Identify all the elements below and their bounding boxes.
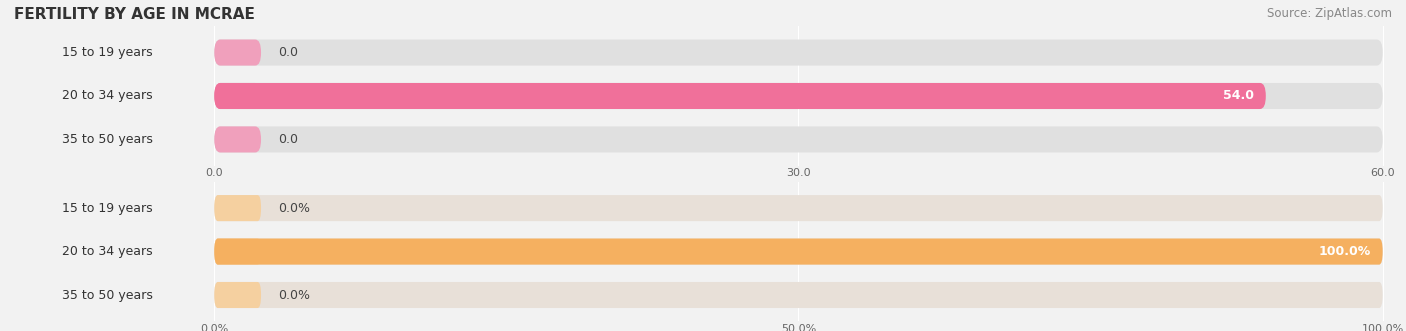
FancyBboxPatch shape [214,39,262,66]
FancyBboxPatch shape [214,195,262,221]
Text: 0.0%: 0.0% [278,202,311,214]
Text: 0.0%: 0.0% [278,289,311,302]
FancyBboxPatch shape [214,83,1382,109]
FancyBboxPatch shape [214,195,1382,221]
FancyBboxPatch shape [214,126,1382,153]
FancyBboxPatch shape [214,282,1382,308]
FancyBboxPatch shape [214,239,1382,264]
Text: 0.0: 0.0 [278,133,298,146]
FancyBboxPatch shape [214,239,1382,264]
Text: 100.0%: 100.0% [1319,245,1371,258]
FancyBboxPatch shape [214,83,262,109]
Text: 20 to 34 years: 20 to 34 years [62,89,152,103]
FancyBboxPatch shape [214,83,1265,109]
FancyBboxPatch shape [214,39,1382,66]
Text: 20 to 34 years: 20 to 34 years [62,245,152,258]
Text: 54.0: 54.0 [1223,89,1254,103]
Text: 15 to 19 years: 15 to 19 years [62,46,152,59]
Text: FERTILITY BY AGE IN MCRAE: FERTILITY BY AGE IN MCRAE [14,7,254,22]
Text: 0.0: 0.0 [278,46,298,59]
FancyBboxPatch shape [214,126,262,153]
Text: 35 to 50 years: 35 to 50 years [62,133,153,146]
FancyBboxPatch shape [214,239,262,264]
Text: 15 to 19 years: 15 to 19 years [62,202,152,214]
Text: Source: ZipAtlas.com: Source: ZipAtlas.com [1267,7,1392,20]
FancyBboxPatch shape [214,282,262,308]
Text: 35 to 50 years: 35 to 50 years [62,289,153,302]
